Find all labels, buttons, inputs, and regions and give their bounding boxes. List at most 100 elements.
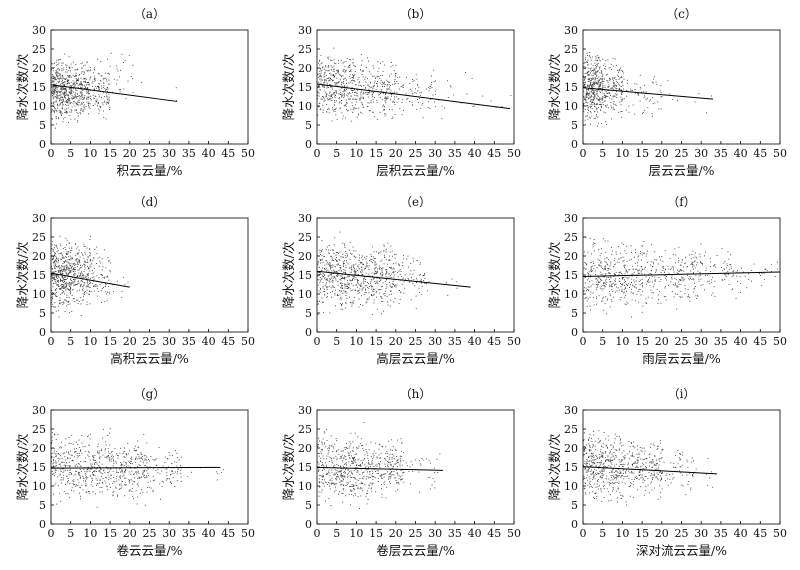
data-point [75, 284, 77, 285]
data-point [352, 266, 354, 268]
data-point [605, 121, 607, 122]
data-point [621, 94, 623, 95]
data-point [605, 60, 607, 62]
data-point [64, 270, 66, 272]
data-point [606, 299, 608, 301]
data-point [81, 89, 83, 91]
data-point [611, 286, 613, 288]
data-point [390, 93, 392, 95]
data-point [70, 102, 72, 103]
data-point [79, 486, 81, 488]
data-point [92, 280, 94, 282]
data-point [374, 273, 375, 275]
data-point [51, 118, 53, 120]
data-point [351, 271, 352, 273]
data-point [609, 97, 610, 99]
data-point [596, 83, 598, 85]
data-point [108, 73, 110, 75]
data-point [55, 293, 56, 295]
data-point [335, 107, 337, 109]
data-point [587, 72, 588, 74]
data-point [78, 249, 80, 251]
data-point [361, 285, 363, 287]
data-point [96, 100, 97, 102]
data-point [327, 286, 329, 288]
data-point [326, 287, 328, 289]
data-point [384, 109, 385, 111]
data-point [107, 90, 108, 92]
data-point [51, 81, 53, 83]
data-point [57, 280, 59, 282]
x-tick-label: 40 [202, 335, 216, 348]
data-point [52, 460, 54, 461]
data-point [394, 285, 396, 287]
data-point [88, 268, 90, 269]
data-point [356, 99, 358, 101]
data-point [360, 262, 362, 263]
data-point [352, 289, 354, 291]
data-point [598, 282, 599, 283]
data-point [361, 60, 363, 62]
data-point [347, 67, 349, 69]
data-point [725, 274, 727, 276]
data-point [610, 299, 612, 301]
data-point [52, 279, 53, 281]
data-point [585, 100, 587, 102]
data-point [64, 88, 65, 89]
data-point [86, 471, 88, 473]
data-point [327, 58, 329, 60]
data-point [692, 250, 694, 252]
data-point [62, 257, 64, 259]
data-point [80, 275, 82, 277]
data-point [601, 300, 602, 302]
data-point [363, 97, 364, 99]
data-point [590, 123, 591, 125]
data-point [371, 294, 372, 295]
data-point [333, 74, 334, 76]
data-point [598, 89, 599, 91]
data-point [600, 84, 601, 86]
data-point [584, 84, 586, 86]
data-point [336, 275, 337, 277]
data-point [326, 288, 328, 290]
data-point [93, 290, 95, 292]
data-point [400, 291, 402, 293]
data-point [379, 268, 381, 270]
x-tick-label: 15 [369, 335, 383, 348]
data-point [331, 266, 333, 268]
data-point [434, 106, 436, 108]
data-point [615, 86, 617, 87]
data-point [596, 91, 598, 92]
data-point [342, 285, 343, 286]
data-point [626, 245, 628, 247]
data-point [610, 95, 611, 96]
data-point [369, 282, 371, 284]
data-point [385, 276, 387, 278]
data-point [591, 115, 593, 117]
data-point [51, 102, 52, 104]
data-point [71, 258, 73, 260]
data-point [595, 77, 597, 79]
data-point [384, 280, 386, 282]
data-point [331, 257, 333, 259]
data-point [52, 89, 54, 91]
data-point [65, 88, 67, 90]
data-point [371, 86, 373, 88]
data-point [592, 102, 594, 103]
data-point [341, 87, 343, 89]
data-point [628, 283, 630, 285]
data-point [71, 489, 72, 491]
y-tick-label: 0 [571, 326, 578, 339]
data-point [67, 102, 69, 104]
data-point [661, 266, 663, 268]
data-point [394, 76, 396, 78]
data-point [58, 77, 60, 79]
y-tick-label: 10 [564, 100, 578, 113]
data-point [421, 282, 422, 284]
data-point [360, 111, 361, 113]
data-point [90, 260, 91, 261]
data-point [80, 77, 82, 79]
data-point [62, 461, 64, 463]
data-point [78, 100, 80, 102]
data-point [603, 100, 605, 102]
